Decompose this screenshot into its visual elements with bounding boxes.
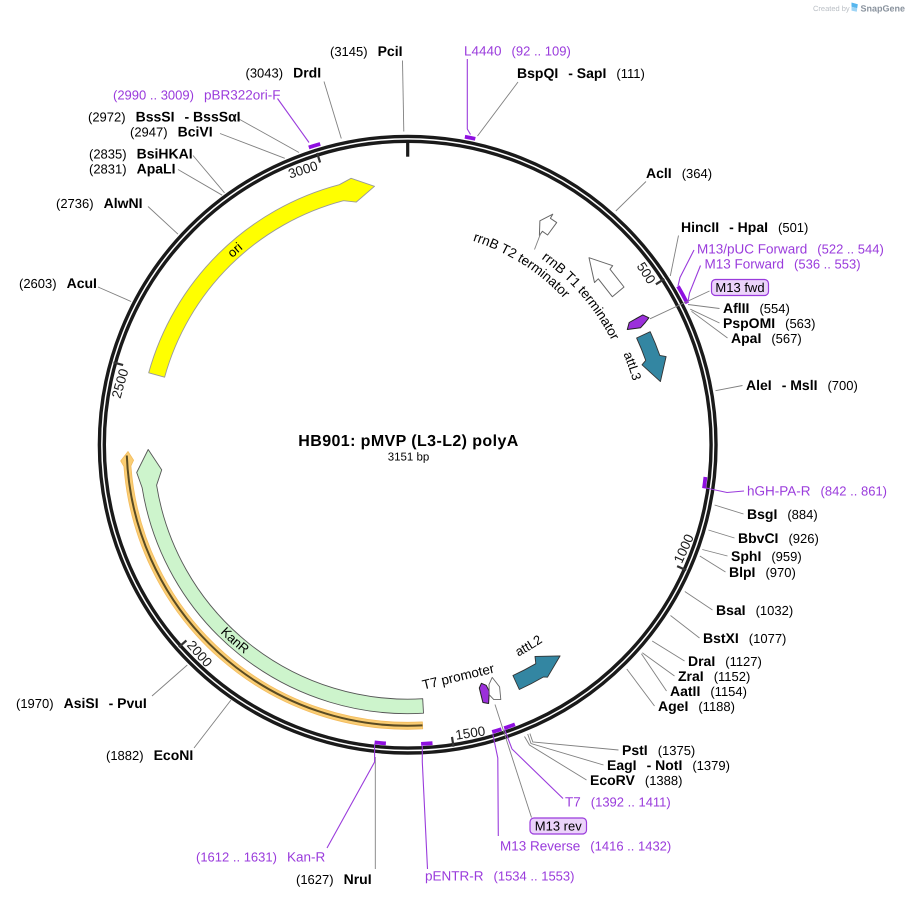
svg-text:(2972)BssSI- BssSαI: (2972) BssSI - BssSαI xyxy=(88,109,241,125)
svg-text:SnapGene: SnapGene xyxy=(861,4,906,14)
svg-text:AclI(364): AclI (364) xyxy=(646,165,712,181)
svg-text:M13/pUC Forward(522 .. 544): M13/pUC Forward (522 .. 544) xyxy=(697,242,884,257)
svg-text:DraI(1127): DraI (1127) xyxy=(688,653,762,669)
svg-text:BsgI(884): BsgI (884) xyxy=(747,506,818,522)
svg-text:(2831)ApaLI: (2831) ApaLI xyxy=(89,161,175,177)
svg-text:(2835)BsiHKAI: (2835) BsiHKAI xyxy=(89,146,193,162)
svg-text:AleI- MslI(700): AleI - MslI (700) xyxy=(746,377,858,393)
svg-text:(2603)AcuI: (2603) AcuI xyxy=(19,275,97,291)
svg-text:Created by: Created by xyxy=(813,4,850,13)
svg-text:(1612 .. 1631)Kan-R: (1612 .. 1631) Kan-R xyxy=(196,850,325,865)
svg-text:BlpI(970): BlpI (970) xyxy=(729,564,796,580)
svg-text:(1970)AsiSI- PvuI: (1970) AsiSI - PvuI xyxy=(16,695,147,711)
svg-text:BsaI(1032): BsaI (1032) xyxy=(716,602,793,618)
svg-text:(1882)EcoNI: (1882) EcoNI xyxy=(106,747,193,763)
svg-text:M13 Forward(536 .. 553): M13 Forward (536 .. 553) xyxy=(705,257,861,272)
svg-text:EcoRV(1388): EcoRV (1388) xyxy=(590,772,682,788)
svg-text:HB901: pMVP (L3-L2) polyA: HB901: pMVP (L3-L2) polyA xyxy=(298,433,518,450)
svg-text:M13 rev: M13 rev xyxy=(535,819,582,834)
svg-text:BbvCI(926): BbvCI (926) xyxy=(738,530,819,546)
svg-text:BstXI(1077): BstXI (1077) xyxy=(703,630,786,646)
svg-text:(3043)DrdI: (3043) DrdI xyxy=(246,65,322,81)
svg-text:AflII(554): AflII (554) xyxy=(723,300,790,316)
svg-text:3151 bp: 3151 bp xyxy=(388,452,430,464)
svg-text:pENTR-R(1534 .. 1553): pENTR-R (1534 .. 1553) xyxy=(425,869,574,884)
svg-text:M13 fwd: M13 fwd xyxy=(715,280,764,295)
svg-text:PstI(1375): PstI (1375) xyxy=(622,742,695,758)
svg-text:SphI(959): SphI (959) xyxy=(731,548,802,564)
svg-text:AatII(1154): AatII (1154) xyxy=(670,683,747,699)
svg-text:PspOMI(563): PspOMI (563) xyxy=(723,315,815,331)
svg-text:EagI- NotI(1379): EagI - NotI (1379) xyxy=(607,757,730,773)
svg-text:HincII- HpaI(501): HincII - HpaI (501) xyxy=(681,219,808,235)
svg-text:ZraI(1152): ZraI (1152) xyxy=(678,668,750,684)
svg-text:(2736)AlwNI: (2736) AlwNI xyxy=(56,195,142,211)
svg-text:T7(1392 .. 1411): T7 (1392 .. 1411) xyxy=(565,795,671,810)
svg-text:(1627)NruI: (1627) NruI xyxy=(296,871,372,887)
svg-text:AgeI(1188): AgeI (1188) xyxy=(658,698,735,714)
svg-text:BspQI- SapI(111): BspQI - SapI (111) xyxy=(517,65,645,81)
svg-text:(2947)BciVI: (2947) BciVI xyxy=(130,124,213,140)
svg-text:(3145)PciI: (3145) PciI xyxy=(330,43,402,59)
svg-text:L4440(92 .. 109): L4440 (92 .. 109) xyxy=(464,44,571,59)
svg-text:ApaI(567): ApaI (567) xyxy=(731,330,802,346)
svg-text:1500: 1500 xyxy=(454,723,486,742)
